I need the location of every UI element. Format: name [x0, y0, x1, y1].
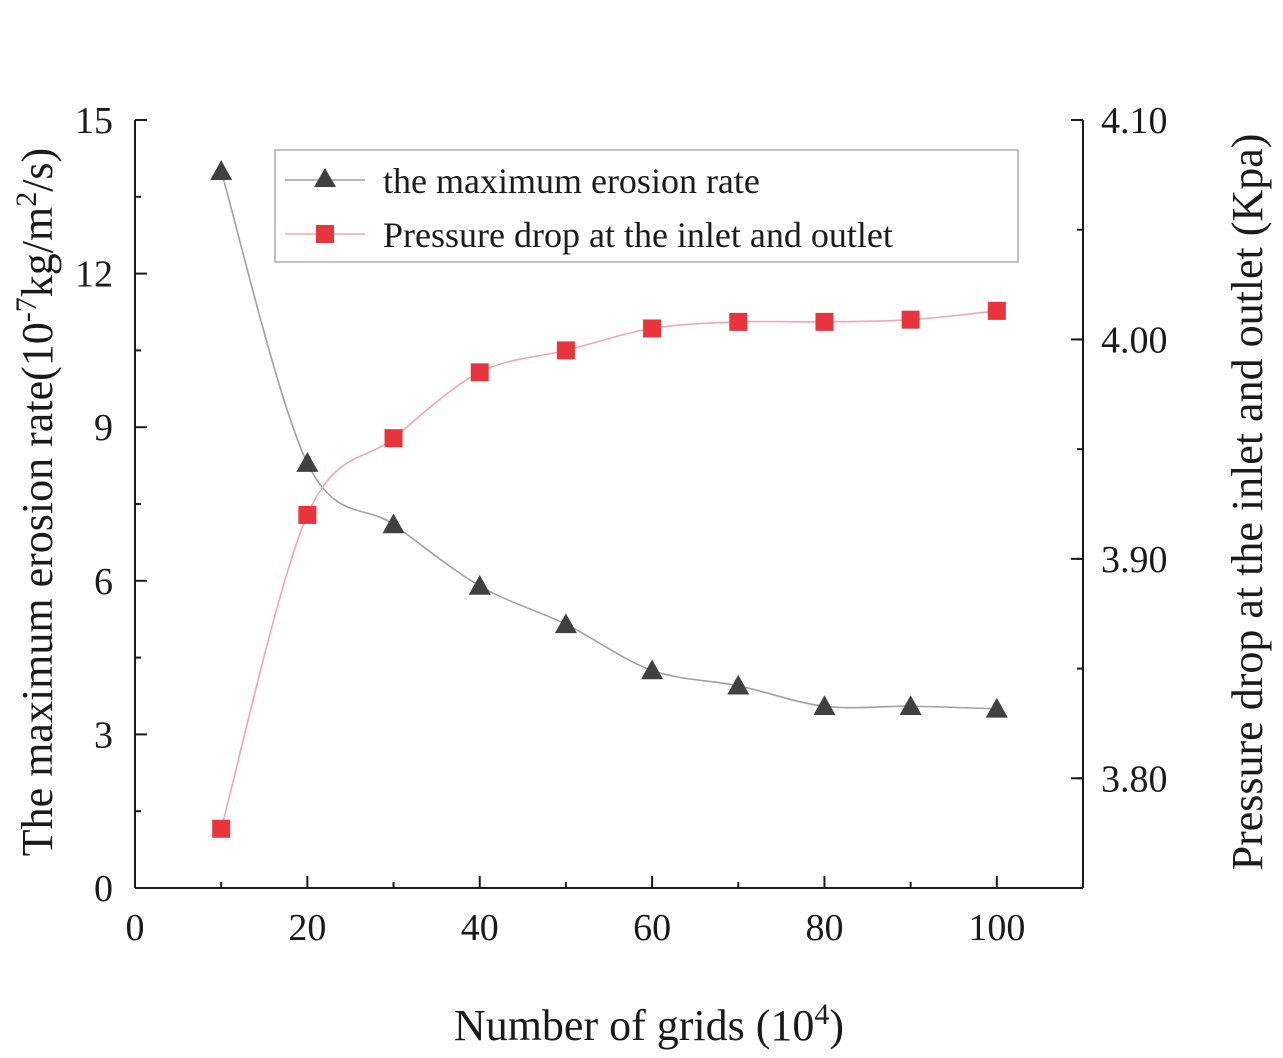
data-point-pressure	[556, 341, 575, 360]
data-point-pressure	[643, 319, 662, 338]
data-point-erosion	[468, 574, 491, 595]
right-y-tick-label: 3.80	[1101, 758, 1168, 800]
data-point-pressure	[212, 819, 231, 838]
data-point-pressure	[298, 505, 317, 524]
right-y-tick-label: 4.10	[1101, 100, 1168, 142]
left-y-tick-label: 12	[75, 254, 113, 296]
x-axis-title: Number of grids (104)	[454, 998, 844, 1050]
data-point-erosion	[382, 513, 405, 534]
data-point-pressure	[901, 310, 920, 329]
data-point-pressure	[729, 312, 748, 331]
right-y-axis-ticks: 3.80 3.90 4.00 4.10	[1071, 100, 1168, 889]
data-point-erosion	[813, 695, 836, 716]
legend-box	[274, 149, 1019, 263]
x-tick-label: 100	[968, 907, 1025, 949]
series-line-pressure	[220, 310, 997, 829]
data-point-pressure	[815, 312, 834, 331]
data-point-erosion	[985, 697, 1008, 718]
left-y-axis-title: The maximum erosion rate(10-7kg/m2/s)	[10, 148, 62, 856]
x-tick-label: 40	[461, 907, 499, 949]
left-y-tick-label: 3	[94, 714, 113, 756]
right-y-tick-label: 3.90	[1101, 539, 1168, 581]
data-point-pressure	[470, 363, 489, 382]
data-point-erosion	[899, 695, 922, 716]
data-point-erosion	[554, 613, 577, 634]
right-y-axis-title: Pressure drop at the inlet and outlet (K…	[1223, 134, 1272, 871]
left-y-tick-label: 6	[94, 561, 113, 603]
data-point-erosion	[210, 160, 233, 180]
data-point-erosion	[727, 674, 750, 695]
x-tick-label: 60	[633, 907, 671, 949]
data-point-erosion	[296, 452, 319, 472]
left-y-axis-ticks: 0 3 6 9 12 15	[75, 100, 147, 910]
legend: the maximum erosion rate Pressure drop a…	[274, 149, 1019, 263]
data-point-erosion	[641, 659, 664, 680]
data-point-pressure	[987, 301, 1006, 320]
x-axis-ticks: 0 20 40 60 80 100	[126, 876, 1025, 949]
right-y-tick-label: 4.00	[1101, 319, 1168, 361]
legend-label-pressure: Pressure drop at the inlet and outlet	[383, 215, 893, 255]
data-point-pressure	[384, 429, 403, 448]
x-tick-label: 20	[288, 907, 326, 949]
left-y-tick-label: 9	[94, 407, 113, 449]
left-y-tick-label: 0	[94, 868, 113, 910]
legend-marker-erosion	[314, 168, 336, 187]
series-layer	[210, 160, 1008, 838]
x-tick-label: 0	[126, 907, 145, 949]
x-tick-label: 80	[805, 907, 843, 949]
legend-label-erosion: the maximum erosion rate	[383, 161, 760, 201]
legend-marker-pressure	[316, 225, 334, 243]
left-y-tick-label: 15	[75, 100, 113, 142]
